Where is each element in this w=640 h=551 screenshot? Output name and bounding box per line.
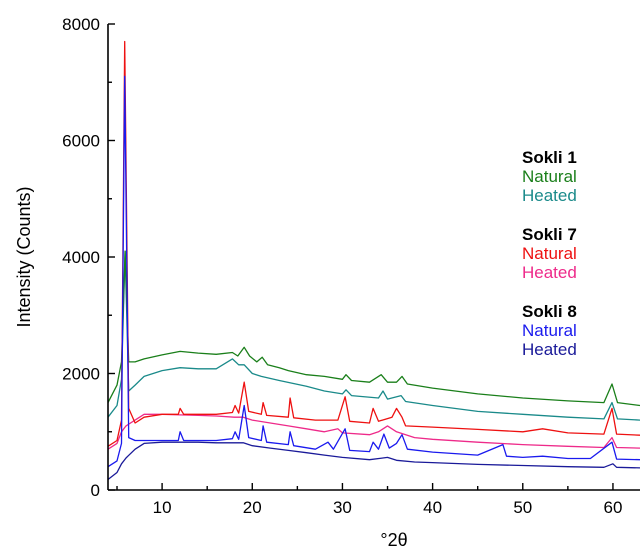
x-tick-label: 50 <box>513 498 532 517</box>
y-tick-label: 4000 <box>62 248 100 267</box>
y-tick-label: 2000 <box>62 365 100 384</box>
axes-layer: 0 2000 4000 6000 8000 10 20 30 40 50 60 <box>62 15 640 517</box>
series-line-sokli-8-heated <box>107 441 640 481</box>
y-tick-label: 0 <box>91 481 100 500</box>
series-line-sokli-7-natural <box>107 40 640 447</box>
legend-entry: Heated <box>522 340 577 359</box>
series-line-sokli-1-natural <box>107 250 640 407</box>
y-tick-label: 8000 <box>62 15 100 34</box>
y-axis-label: Intensity (Counts) <box>14 186 34 327</box>
legend-entry: Natural <box>522 321 577 340</box>
x-tick-label: 40 <box>423 498 442 517</box>
legend-entry: Natural <box>522 244 577 263</box>
legend-entry: Natural <box>522 167 577 186</box>
series-layer <box>107 40 640 481</box>
x-tick-label: 10 <box>153 498 172 517</box>
series-line-sokli-7-heated <box>107 413 640 450</box>
x-tick-label: 30 <box>333 498 352 517</box>
x-tick-label: 60 <box>603 498 622 517</box>
x-tick-label: 20 <box>243 498 262 517</box>
legend-entry: Heated <box>522 186 577 205</box>
legend-heading: Sokli 1 <box>522 148 577 167</box>
legend-heading: Sokli 8 <box>522 302 577 321</box>
series-line-sokli-8-natural <box>107 75 640 468</box>
legend-entry: Heated <box>522 263 577 282</box>
y-tick-label: 6000 <box>62 132 100 151</box>
x-axis-label: °2θ <box>380 530 407 550</box>
series-line-sokli-1-heated <box>107 250 640 421</box>
legend-heading: Sokli 7 <box>522 225 577 244</box>
